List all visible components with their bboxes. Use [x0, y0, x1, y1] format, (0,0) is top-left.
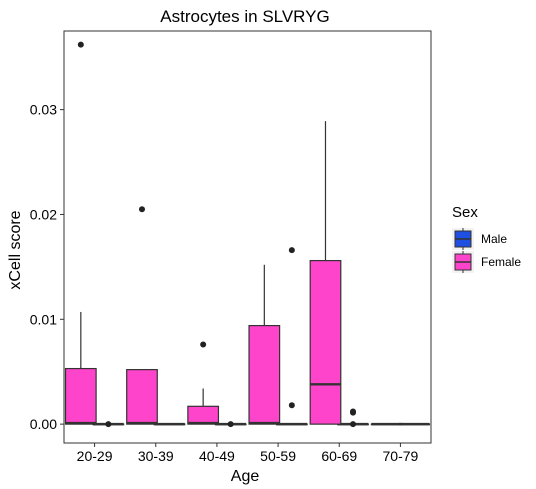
x-tick-label: 70-79 — [383, 448, 419, 464]
legend-label-male: Male — [481, 232, 507, 246]
x-tick-label: 60-69 — [321, 448, 357, 464]
x-axis: 20-29 30-39 40-49 50-59 60-69 70-79 — [77, 443, 419, 464]
box-body-female — [187, 405, 220, 425]
box-male-30-39 — [153, 422, 186, 426]
box-female-20-29 — [64, 41, 97, 425]
box-body-female — [64, 367, 97, 425]
box-body-female — [248, 324, 281, 425]
legend-label-female: Female — [481, 255, 521, 269]
box-male-70-79 — [398, 422, 431, 426]
outlier-point-male — [105, 421, 112, 428]
box-male-20-29 — [92, 421, 125, 428]
x-tick-label: 20-29 — [77, 448, 113, 464]
y-tick-label: 0.00 — [30, 416, 57, 432]
x-tick-label: 50-59 — [260, 448, 296, 464]
outlier-point-male — [350, 421, 357, 428]
outlier-point-male — [350, 408, 357, 415]
y-tick-label: 0.01 — [30, 311, 57, 327]
legend-title: Sex — [452, 204, 478, 221]
outlier-point-male — [288, 402, 295, 409]
box-female-50-59 — [248, 264, 281, 425]
plot-marks — [64, 41, 431, 428]
legend-item-female: Female — [452, 251, 521, 273]
outlier-point-female — [200, 341, 207, 348]
x-tick-label: 40-49 — [199, 448, 235, 464]
y-tick-label: 0.02 — [30, 206, 57, 222]
outlier-point-male — [288, 247, 295, 254]
box-female-30-39 — [126, 206, 158, 425]
box-body-female — [309, 259, 342, 425]
box-female-60-69 — [309, 121, 342, 425]
chart-title: Astrocytes in SLVRYG — [160, 7, 329, 26]
y-axis: 0.00 0.01 0.02 0.03 — [30, 102, 64, 432]
box-male-60-69 — [337, 408, 369, 428]
box-female-70-79 — [370, 422, 403, 426]
outlier-point-male — [227, 421, 234, 428]
x-tick-label: 30-39 — [138, 448, 174, 464]
outlier-point-female — [77, 41, 84, 48]
box-female-40-49 — [187, 341, 220, 425]
box-body-female — [126, 369, 158, 425]
x-axis-label: Age — [231, 468, 260, 485]
y-tick-label: 0.03 — [30, 102, 57, 118]
outlier-point-female — [138, 206, 145, 213]
y-axis-label: xCell score — [7, 210, 24, 289]
legend: Sex Male Female — [452, 204, 521, 273]
plot-panel — [63, 30, 432, 444]
legend-item-male: Male — [452, 228, 507, 250]
